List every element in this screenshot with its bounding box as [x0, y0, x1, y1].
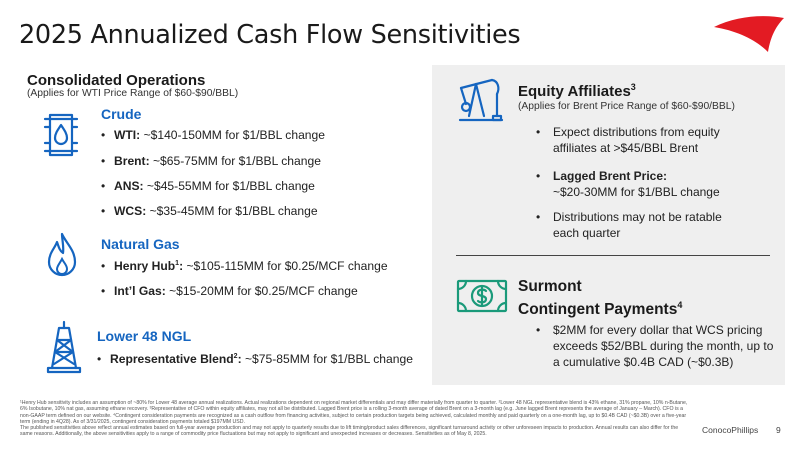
dollar-bill-icon [456, 279, 508, 313]
footnotes: ¹Henry Hub sensitivity includes an assum… [20, 400, 692, 438]
crude-ans-item: ANS: ~$45-55MM for $1/BBL change [101, 179, 315, 193]
equity-bullet-lagged-brent: Lagged Brent Price:~$20-30MM for $1/BBL … [536, 168, 720, 200]
equity-affiliates-subheading: (Applies for Brent Price Range of $60-$9… [518, 101, 735, 112]
ngl-representative-blend-item: Representative Blend2: ~$75-85MM for $1/… [97, 352, 413, 366]
page-title: 2025 Annualized Cash Flow Sensitivities [19, 20, 521, 50]
page-number: 9 [776, 425, 781, 435]
equity-affiliates-heading: Equity Affiliates3 [518, 82, 636, 100]
conocophillips-logo [714, 16, 784, 52]
natural-gas-label: Natural Gas [101, 236, 180, 252]
crude-label: Crude [101, 106, 142, 122]
surmont-bullet: $2MM for every dollar that WCS pricingex… [536, 322, 773, 370]
lower48-ngl-label: Lower 48 NGL [97, 328, 192, 344]
equity-bullet-distributions: Expect distributions from equityaffiliat… [536, 124, 720, 156]
footnote-paragraph-2: The published sensitivities above reflec… [20, 425, 679, 438]
consolidated-operations-heading: Consolidated Operations [27, 72, 206, 89]
footer-brand: ConocoPhillips [702, 425, 759, 435]
gas-henry-hub-item: Henry Hub1: ~$105-115MM for $0.25/MCF ch… [101, 259, 388, 273]
surmont-heading: Surmont Contingent Payments4 [518, 278, 683, 319]
footnote-paragraph-1: ¹Henry Hub sensitivity includes an assum… [20, 400, 688, 425]
pumpjack-icon [458, 78, 504, 122]
consolidated-operations-subheading: (Applies for WTI Price Range of $60-$90/… [27, 88, 239, 99]
crude-wcs-item: WCS: ~$35-45MM for $1/BBL change [101, 204, 318, 218]
oil-barrel-icon [43, 113, 79, 157]
crude-wti-item: WTI: ~$140-150MM for $1/BBL change [101, 128, 325, 142]
drilling-rig-icon [46, 320, 82, 374]
section-divider [456, 255, 770, 256]
gas-intl-item: Int’l Gas: ~$15-20MM for $0.25/MCF chang… [101, 284, 358, 298]
flame-icon [47, 232, 77, 277]
crude-brent-item: Brent: ~$65-75MM for $1/BBL change [101, 154, 321, 168]
